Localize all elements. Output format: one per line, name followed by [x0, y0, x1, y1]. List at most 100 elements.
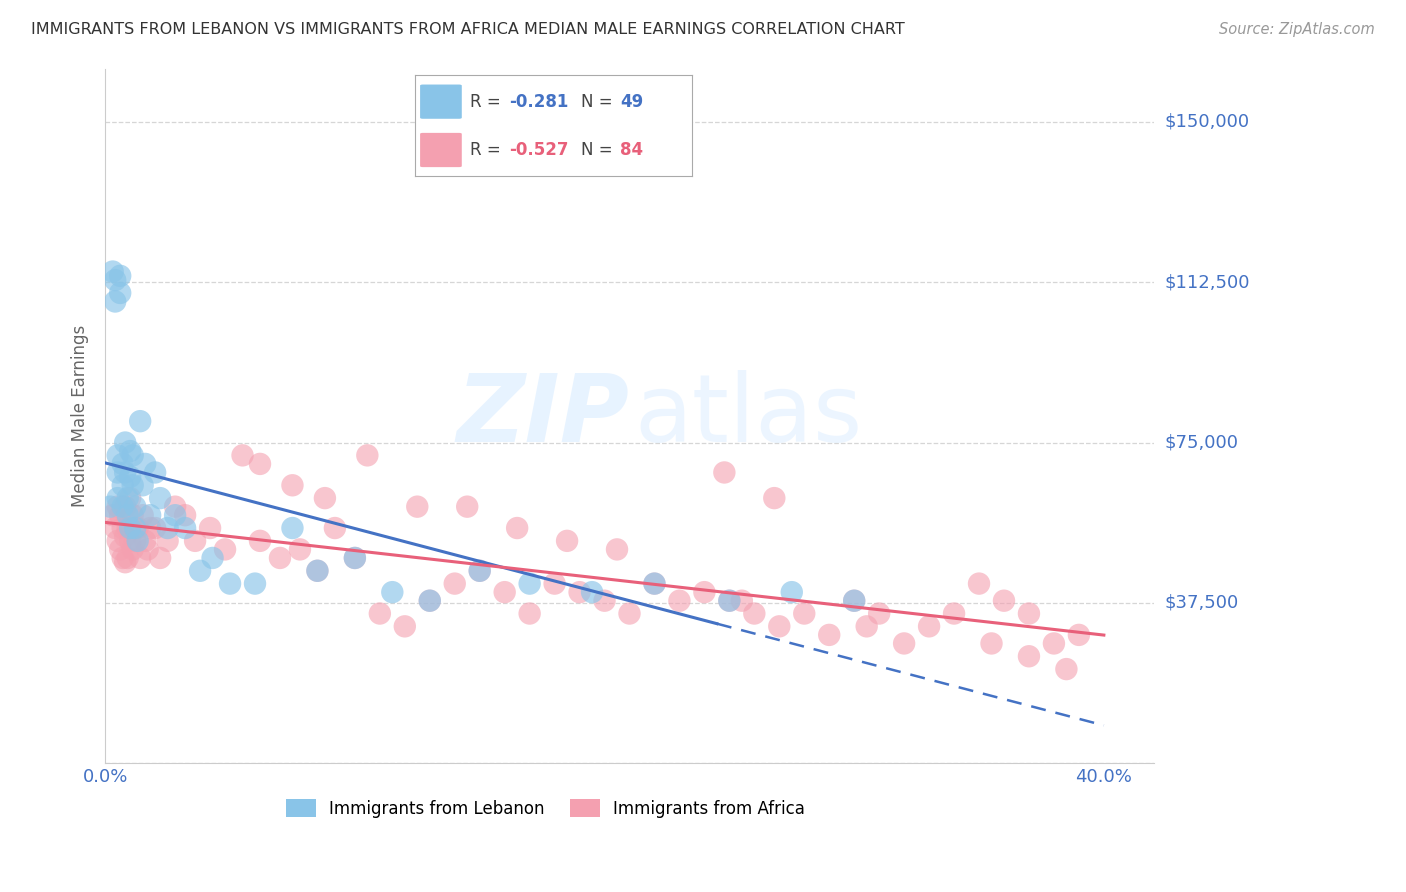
- Point: [668, 593, 690, 607]
- Text: $150,000: $150,000: [1166, 113, 1250, 131]
- Point: [156, 521, 179, 535]
- Point: [394, 619, 416, 633]
- Point: [201, 551, 224, 566]
- Point: [124, 533, 146, 548]
- Point: [1054, 662, 1077, 676]
- Point: [314, 491, 336, 505]
- Point: [731, 593, 754, 607]
- Point: [943, 607, 966, 621]
- Point: [443, 576, 465, 591]
- Point: [1043, 636, 1066, 650]
- Point: [114, 435, 136, 450]
- Point: [114, 555, 136, 569]
- Point: [139, 521, 162, 535]
- Point: [844, 593, 866, 607]
- Point: [149, 551, 172, 566]
- Point: [120, 533, 142, 548]
- Point: [143, 521, 166, 535]
- Point: [129, 551, 152, 566]
- Point: [120, 444, 142, 458]
- Point: [307, 564, 329, 578]
- Point: [143, 466, 166, 480]
- Point: [121, 478, 143, 492]
- Point: [1018, 649, 1040, 664]
- Point: [108, 508, 131, 523]
- Point: [107, 448, 129, 462]
- Point: [643, 576, 665, 591]
- Point: [111, 521, 134, 535]
- Point: [136, 542, 159, 557]
- Point: [188, 564, 211, 578]
- Point: [165, 500, 187, 514]
- Point: [506, 521, 529, 535]
- Point: [855, 619, 877, 633]
- Text: ZIP: ZIP: [457, 370, 630, 462]
- Point: [120, 521, 142, 535]
- Point: [343, 551, 366, 566]
- Point: [107, 533, 129, 548]
- Point: [713, 466, 735, 480]
- Point: [107, 466, 129, 480]
- Point: [117, 521, 139, 535]
- Point: [606, 542, 628, 557]
- Text: $37,500: $37,500: [1166, 594, 1239, 612]
- Point: [198, 521, 221, 535]
- Point: [593, 593, 616, 607]
- Point: [343, 551, 366, 566]
- Point: [101, 264, 124, 278]
- Point: [117, 551, 139, 566]
- Point: [98, 500, 121, 514]
- Point: [184, 533, 207, 548]
- Point: [124, 521, 146, 535]
- Point: [763, 491, 786, 505]
- Point: [307, 564, 329, 578]
- Legend: Immigrants from Lebanon, Immigrants from Africa: Immigrants from Lebanon, Immigrants from…: [280, 793, 811, 824]
- Point: [356, 448, 378, 462]
- Text: $75,000: $75,000: [1166, 434, 1239, 451]
- Point: [124, 500, 146, 514]
- Point: [718, 593, 741, 607]
- Text: $112,500: $112,500: [1166, 273, 1250, 292]
- Point: [117, 491, 139, 505]
- Point: [1018, 607, 1040, 621]
- Point: [114, 500, 136, 514]
- Point: [108, 542, 131, 557]
- Point: [868, 607, 890, 621]
- Point: [131, 478, 153, 492]
- Point: [494, 585, 516, 599]
- Point: [1067, 628, 1090, 642]
- Point: [281, 478, 304, 492]
- Point: [104, 294, 127, 309]
- Point: [111, 457, 134, 471]
- Point: [468, 564, 491, 578]
- Point: [249, 457, 271, 471]
- Point: [543, 576, 565, 591]
- Point: [107, 491, 129, 505]
- Point: [111, 551, 134, 566]
- Point: [281, 521, 304, 535]
- Point: [111, 500, 134, 514]
- Point: [231, 448, 253, 462]
- Point: [101, 508, 124, 523]
- Point: [419, 593, 441, 607]
- Point: [165, 508, 187, 523]
- Point: [121, 542, 143, 557]
- Point: [149, 491, 172, 505]
- Point: [581, 585, 603, 599]
- Point: [219, 576, 242, 591]
- Point: [793, 607, 815, 621]
- Point: [619, 607, 641, 621]
- Point: [114, 530, 136, 544]
- Point: [768, 619, 790, 633]
- Point: [214, 542, 236, 557]
- Point: [127, 521, 149, 535]
- Point: [980, 636, 1002, 650]
- Point: [111, 478, 134, 492]
- Point: [117, 508, 139, 523]
- Point: [693, 585, 716, 599]
- Point: [121, 448, 143, 462]
- Point: [406, 500, 429, 514]
- Point: [129, 414, 152, 428]
- Text: IMMIGRANTS FROM LEBANON VS IMMIGRANTS FROM AFRICA MEDIAN MALE EARNINGS CORRELATI: IMMIGRANTS FROM LEBANON VS IMMIGRANTS FR…: [31, 22, 904, 37]
- Point: [127, 533, 149, 548]
